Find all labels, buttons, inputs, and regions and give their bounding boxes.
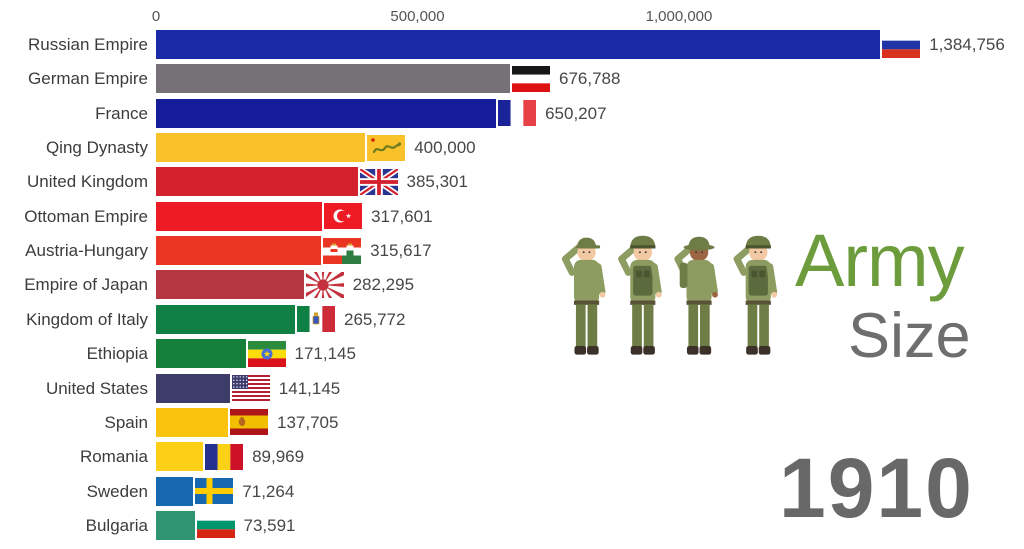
german-empire-flag-icon [512,65,550,92]
axis-tick-label: 0 [151,8,161,25]
value-label-united-states: 141,145 [278,378,341,398]
france-flag-icon [498,100,537,127]
ethiopia-flag-icon [247,340,286,367]
value-label-ethiopia: 171,145 [294,344,356,364]
qing-dynasty-flag-icon [367,134,406,161]
country-label-russian-empire: Russian Empire [28,35,148,54]
bar-romania [156,442,204,472]
soldiers-illustration [556,228,791,381]
spain-flag-icon [230,409,268,436]
value-label-romania: 89,969 [252,447,305,467]
country-label-united-kingdom: United Kingdom [27,172,148,192]
value-label-sweden: 71,264 [242,481,295,501]
bar-ethiopia [156,339,246,369]
country-label-sweden: Sweden [86,481,148,501]
romania-flag-icon [205,443,244,470]
austria-hungary-flag-icon [323,237,362,264]
sweden-flag-icon [195,478,234,505]
value-label-kingdom-of-italy: 265,772 [344,309,406,329]
value-label-france: 650,207 [545,103,607,123]
country-label-bulgaria: Bulgaria [85,515,148,535]
axis-tick-label: 1,000,000 [645,8,713,25]
year-label: 1910 [779,441,974,535]
country-label-spain: Spain [104,412,148,432]
country-label-france: France [95,103,148,123]
value-label-united-kingdom: 385,301 [406,172,468,192]
value-label-qing-dynasty: 400,000 [414,138,476,158]
united-states-flag-icon [231,375,270,401]
kingdom-of-italy-flag-icon [297,306,335,333]
bar-ottoman-empire [156,201,323,231]
bar-bulgaria [156,510,195,540]
country-label-kingdom-of-italy: Kingdom of Italy [26,309,148,329]
bar-qing-dynasty [156,133,366,163]
bar-kingdom-of-italy [156,304,295,334]
russian-empire-flag-icon [882,31,921,58]
bar-united-states [156,373,230,403]
country-label-empire-of-japan: Empire of Japan [24,275,148,295]
value-label-ottoman-empire: 317,601 [371,206,433,226]
value-label-german-empire: 676,788 [559,69,621,89]
bar-russian-empire [156,30,881,59]
bar-spain [156,407,228,437]
value-label-austria-hungary: 315,617 [370,241,432,261]
bar-united-kingdom [156,167,358,197]
country-label-united-states: United States [45,378,148,398]
bar-austria-hungary [156,236,322,266]
value-label-russian-empire: 1,384,756 [929,35,1005,54]
title-army: Army [795,219,965,302]
country-label-austria-hungary: Austria-Hungary [25,241,148,261]
country-label-romania: Romania [79,447,148,467]
ottoman-empire-flag-icon [324,203,363,230]
bar-sweden [156,476,194,506]
country-label-german-empire: German Empire [28,69,148,89]
united-kingdom-flag-icon [357,166,400,198]
value-label-spain: 137,705 [277,412,339,432]
empire-of-japan-flag-icon [292,255,353,315]
bar-france [156,98,497,128]
bar-german-empire [156,64,510,94]
bulgaria-flag-icon [196,512,235,539]
title-size: Size [848,301,971,371]
bar-empire-of-japan [156,270,304,300]
axis-tick-label: 500,000 [390,8,445,25]
country-label-ethiopia: Ethiopia [86,344,148,364]
country-label-ottoman-empire: Ottoman Empire [24,206,148,226]
value-label-empire-of-japan: 282,295 [352,275,415,295]
value-label-bulgaria: 73,591 [243,515,296,535]
country-label-qing-dynasty: Qing Dynasty [45,138,148,158]
